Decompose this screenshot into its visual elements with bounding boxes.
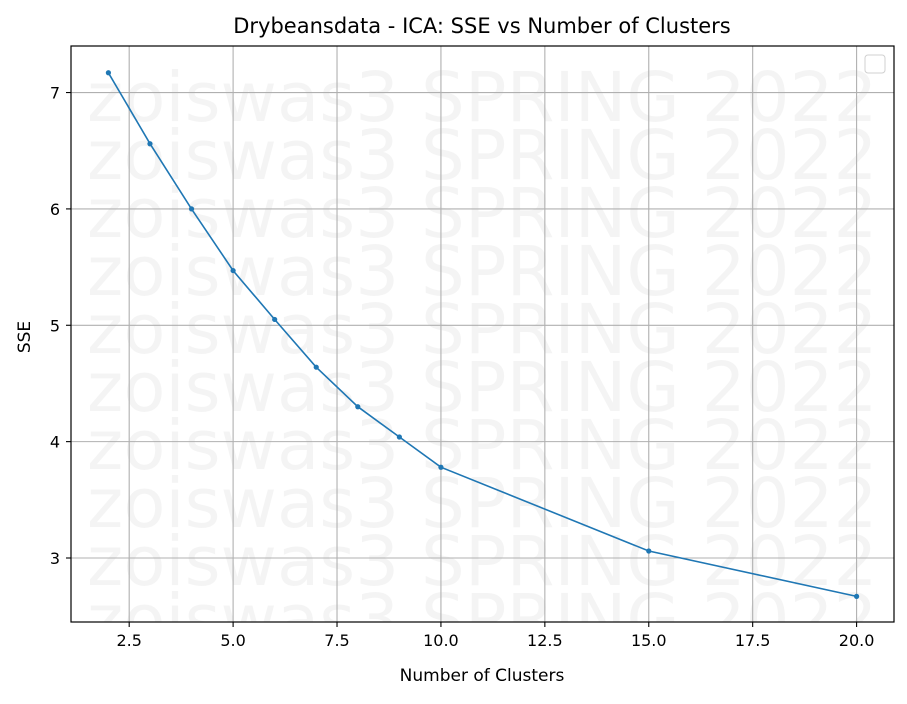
watermark-text: zoiswas3 SPRING 2022	[87, 116, 877, 196]
y-tick-label: 6	[50, 200, 60, 219]
x-axis-ticks: 2.5 5.0 7.5 10.0 12.5 15.0 17.5 20.0	[116, 622, 874, 650]
watermark-text: zoiswas3 SPRING 2022	[87, 464, 877, 544]
watermark-text: zoiswas3 SPRING 2022	[87, 174, 877, 254]
watermark-text: zoiswas3 SPRING 2022	[87, 406, 877, 486]
data-point	[853, 593, 860, 600]
watermark-text: zoiswas3 SPRING 2022	[87, 58, 877, 138]
watermark-text: zoiswas3 SPRING 2022	[87, 290, 877, 370]
data-point	[438, 464, 444, 470]
x-tick-label: 7.5	[324, 631, 349, 650]
data-point	[355, 404, 361, 410]
x-tick-label: 2.5	[116, 631, 141, 650]
data-point	[147, 141, 153, 147]
data-point	[272, 316, 278, 323]
watermark-text: zoiswas3 SPRING 2022	[87, 522, 877, 602]
x-axis-label: Number of Clusters	[400, 666, 565, 686]
x-tick-label: 17.5	[735, 631, 771, 650]
legend-box	[864, 54, 886, 74]
watermark-text: zoiswas3 SPRING 2022	[87, 348, 877, 428]
watermark-text: zoiswas3 SPRING 2022	[87, 580, 877, 660]
watermark-text: zoiswas3 SPRING 2022	[87, 232, 877, 312]
y-tick-label: 5	[50, 316, 60, 335]
data-point	[188, 206, 195, 212]
x-tick-label: 10.0	[423, 631, 459, 650]
y-tick-label: 3	[50, 549, 60, 568]
x-tick-label: 5.0	[220, 631, 245, 650]
data-point	[105, 70, 112, 76]
y-tick-label: 7	[50, 84, 60, 103]
y-tick-label: 4	[50, 433, 60, 452]
y-axis-ticks: 3 4 5 6 7	[50, 84, 71, 568]
data-point	[313, 364, 319, 370]
plot-area-frame	[70, 45, 895, 623]
grid	[71, 46, 894, 622]
y-axis-label: SSE	[15, 321, 35, 353]
x-tick-label: 20.0	[839, 631, 875, 650]
x-tick-label: 15.0	[631, 631, 667, 650]
chart-title: Drybeansdata - ICA: SSE vs Number of Clu…	[233, 14, 731, 38]
data-point	[646, 548, 652, 554]
data-point	[230, 267, 236, 274]
series-layer	[105, 70, 860, 600]
x-tick-label: 12.5	[527, 631, 563, 650]
data-point	[396, 434, 402, 440]
